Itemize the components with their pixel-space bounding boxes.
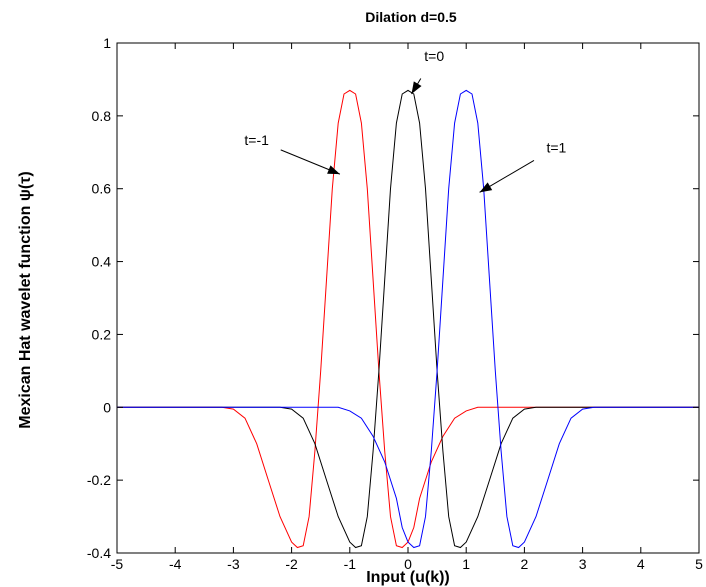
x-tick-label: -4 [169,556,182,572]
y-tick-label: 1 [103,35,111,51]
series-line-0 [117,89,699,549]
x-tick-label: -2 [285,556,298,572]
series-line-2 [117,89,699,549]
y-tick-label: -0.4 [87,545,111,561]
y-tick-label: 0.8 [92,108,112,124]
x-tick-label: -1 [344,556,357,572]
x-tick-label: -5 [111,556,124,572]
y-tick-label: 0.6 [92,181,112,197]
y-ticks: -0.4 -0.2 0 0.2 0.4 0.6 0.8 1 [87,35,699,561]
series-line-1 [117,89,699,549]
x-tick-label: 2 [521,556,529,572]
chart-title: Dilation d=0.5 [365,9,457,25]
plot-frame [116,42,700,554]
y-tick-label: 0.2 [92,326,112,342]
annotations: t=-1 t=0 t=1 [244,48,567,193]
annotation-arrow-head [327,165,340,175]
x-tick-label: -3 [227,556,240,572]
annotation-arrow-head [479,182,493,193]
y-tick-label: -0.2 [87,472,111,488]
annotation-label: t=0 [424,48,444,64]
x-tick-label: 4 [637,556,645,572]
x-tick-label: 1 [462,556,470,572]
plot-area: -5 -4 -3 -2 -1 0 1 2 3 4 5 -0.4-0.200.20.40.60.81 … [87,35,703,572]
y-tick-label: 0.4 [92,254,112,270]
series-group [117,89,699,549]
x-tick-label: 3 [579,556,587,572]
x-tick-label: 5 [695,556,703,572]
annotation-label: t=1 [546,139,566,155]
x-tick-label: 0 [404,556,412,572]
x-axis-label: Input (u(k)) [366,569,450,586]
annotation-label: t=-1 [244,132,269,148]
x-ticks: -5 -4 -3 -2 -1 0 1 2 3 4 5 [111,43,703,572]
y-axis-label: Mexican Hat wavelet function ψ(τ) [17,171,34,428]
y-tick-label: 0 [103,399,111,415]
annotation-arrow-head [411,81,422,94]
